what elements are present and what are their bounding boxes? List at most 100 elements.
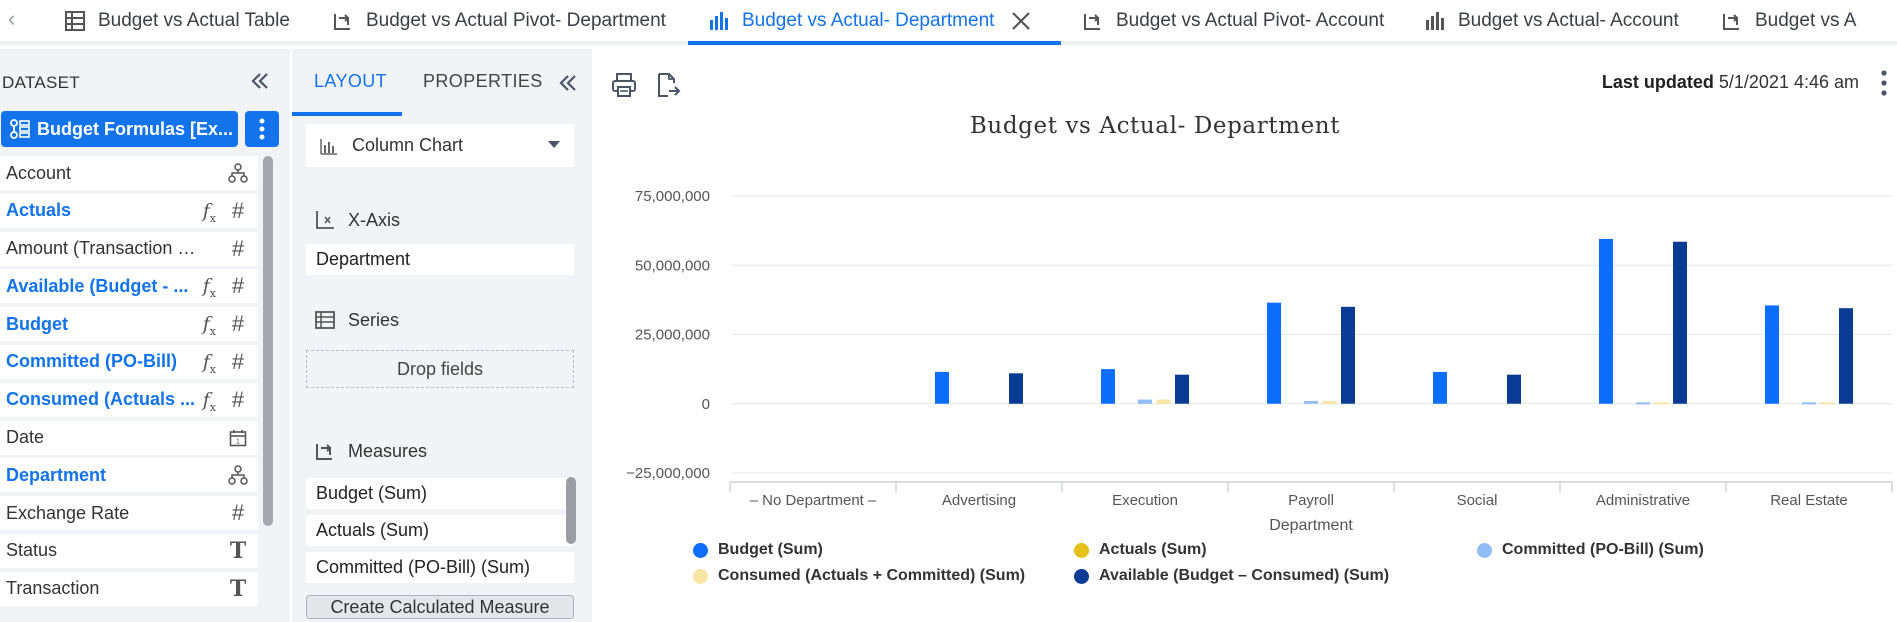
tab-properties[interactable]: PROPERTIES [423,71,543,91]
chart-canvas: Last updated 5/1/2021 4:46 am Budget vs … [592,49,1897,622]
measure-item-actuals[interactable]: Actuals (Sum) [306,515,574,546]
print-icon[interactable] [610,71,638,99]
field-label: Committed (PO-Bill) [6,351,177,372]
x-tick-label: Execution [1112,492,1178,509]
bar [1156,399,1171,404]
field-item[interactable]: Budget fx # [0,307,258,342]
tab-label: Budget vs Actual Pivot- Department [366,9,666,31]
field-item[interactable]: Exchange Rate # [0,496,258,531]
legend-swatch [693,542,708,558]
number-type-icon: # [231,197,245,223]
field-label: Budget [6,313,68,334]
number-type-icon: # [231,311,245,337]
field-item[interactable]: Transaction T [0,571,258,606]
field-item[interactable]: Committed (PO-Bill) fx # [0,344,258,379]
x-tick-label: – No Department – [750,492,877,509]
formula-icon: fx [202,350,216,376]
field-list-scrollbar[interactable] [263,156,273,526]
tab-label: Budget vs Actual Pivot- Account [1116,9,1385,31]
export-icon[interactable] [654,71,682,99]
pivot-icon [1084,13,1100,30]
series-title: Series [348,309,400,330]
tab-layout[interactable]: LAYOUT [314,71,388,91]
measure-item-budget[interactable]: Budget (Sum) [306,478,574,509]
number-type-icon: # [231,273,245,299]
measures-section: Measures [314,440,427,462]
column-chart-icon [320,138,337,155]
more-options-icon[interactable] [1877,69,1891,97]
xaxis-field[interactable]: Department [306,244,574,275]
bar [1009,373,1023,404]
legend-item[interactable]: Actuals (Sum) [1074,541,1207,559]
series-section: Series [314,309,399,331]
field-item[interactable]: Actuals fx # [0,193,258,228]
series-icon [315,311,335,329]
field-item[interactable]: Account [0,156,258,190]
calendar-icon: 1 [226,426,250,450]
legend-item[interactable]: Available (Budget – Consumed) (Sum) [1074,567,1389,585]
bar [1267,302,1281,404]
field-item[interactable]: Department [0,458,258,493]
field-item[interactable]: Consumed (Actuals ... fx # [0,382,258,417]
formula-icon: fx [202,388,216,414]
bar [935,371,949,404]
bar [1304,400,1318,404]
field-item[interactable]: Amount (Transaction Cu... # [0,231,258,266]
y-tick-label: −25,000,000 [626,465,710,482]
bar [1341,306,1355,404]
field-label: Transaction [6,578,100,599]
tab-scroll-left-icon[interactable]: ‹ [8,6,16,31]
field-label: Amount (Transaction Cu... [6,238,196,259]
layout-tab-underline [292,112,402,116]
field-item[interactable]: Date 1 [0,420,258,455]
number-type-icon: # [231,235,245,261]
close-icon[interactable] [1010,10,1032,32]
create-calculated-measure-button[interactable]: Create Calculated Measure [306,595,574,619]
layout-panel: LAYOUT PROPERTIES Column Chart X-Axis De… [292,49,592,622]
pivot-icon [1723,13,1739,30]
last-updated-value: 5/1/2021 4:46 am [1718,72,1859,92]
legend-item[interactable]: Committed (PO-Bill) (Sum) [1477,541,1704,559]
tab-label: Budget vs Actual- Department [742,9,995,31]
dataset-selector[interactable]: Budget Formulas [Ex... [1,111,238,147]
x-tick-label: Social [1457,492,1498,509]
bar [1101,369,1115,404]
legend-item[interactable]: Consumed (Actuals + Committed) (Sum) [693,567,1025,585]
field-label: Actuals [6,200,72,221]
dataset-name: Budget Formulas [Ex... [37,118,234,139]
series-drop-zone[interactable]: Drop fields [306,350,574,388]
tab-pivot-department[interactable]: Budget vs Actual Pivot- Department [332,0,672,41]
field-label: Status [6,540,58,561]
tab-budget-vs-actual-table[interactable]: Budget vs Actual Table [64,0,304,41]
measure-item-committed[interactable]: Committed (PO-Bill) (Sum) [306,552,574,583]
measures-scrollbar[interactable] [566,477,576,544]
xaxis-section: X-Axis [314,209,400,231]
legend-item[interactable]: Budget (Sum) [693,541,823,559]
tab-label: Budget vs Actual Table [98,9,290,31]
hierarchy-icon [226,161,250,185]
pivot-icon [334,13,350,30]
y-tick-label: 50,000,000 [635,257,710,274]
dataset-more-button[interactable] [245,111,279,147]
legend-swatch [693,568,708,584]
bar [1322,400,1337,404]
tab-pivot-account[interactable]: Budget vs Actual Pivot- Account [1082,0,1402,41]
x-tick-label: Payroll [1288,492,1334,509]
tab-budget-vs-actual-department[interactable]: Budget vs Actual- Department [688,0,1061,45]
legend-label: Available (Budget – Consumed) (Sum) [1099,567,1390,584]
collapse-left-icon[interactable] [556,71,580,95]
column-chart: −25,000,000 0 25,000,000 50,000,000 75,000,0… [626,188,1893,534]
tab-budget-vs-actual-account[interactable]: Budget vs Actual- Account [1424,0,1694,41]
number-type-icon: # [231,386,245,412]
number-type-icon: # [231,348,245,374]
tab-pivot-truncated[interactable]: Budget vs Ac [1721,0,1857,41]
bar [1673,241,1687,404]
legend-label: Consumed (Actuals + Committed) (Sum) [718,567,1026,584]
x-tick-label: Advertising [942,492,1016,509]
field-label: Available (Budget - ... [6,275,189,296]
chart-type-select[interactable]: Column Chart [306,124,574,167]
field-item[interactable]: Available (Budget - ... fx # [0,269,258,304]
field-item[interactable]: Status T [0,533,258,568]
x-tick-label: Real Estate [1770,492,1848,509]
collapse-left-icon[interactable] [248,69,272,93]
